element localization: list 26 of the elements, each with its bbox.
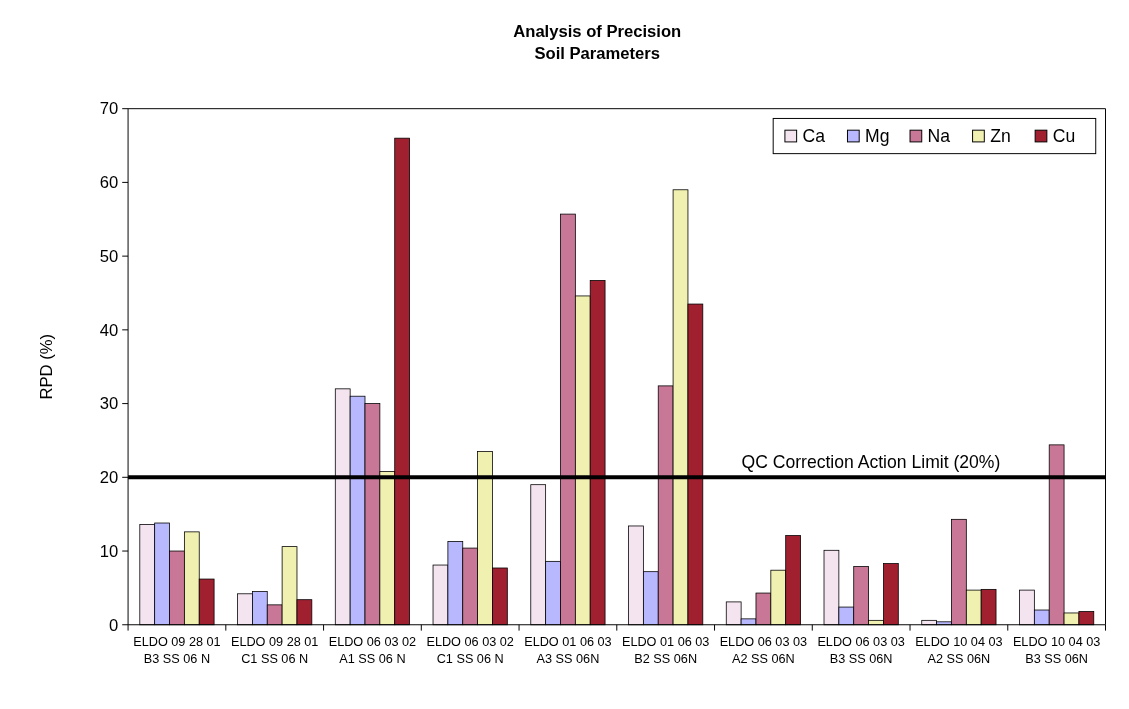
x-tick-label: ELDO 06 03 02 A1 SS 06 N [328, 635, 417, 666]
y-tick-label: 40 [99, 320, 119, 340]
x-tick-label: ELDO 06 03 02 C1 SS 06 N [426, 635, 514, 666]
x-tick-label: ELDO 10 04 03 A2 SS 06N [915, 635, 1003, 666]
legend-label: Cu [1052, 126, 1076, 147]
ref-line-label: QC Correction Action Limit (20%) [741, 451, 1001, 472]
legend-label: Zn [990, 126, 1011, 147]
x-tick-label: ELDO 06 03 03 A2 SS 06N [719, 635, 808, 666]
y-axis-title: RPD (%) [36, 333, 56, 400]
y-tick-label: 0 [109, 615, 119, 635]
x-tick-label: ELDO 10 04 03 B3 SS 06N [1012, 635, 1101, 666]
y-tick-label: 30 [99, 394, 119, 414]
legend-label: Na [927, 126, 951, 147]
y-tick-label: 20 [99, 468, 119, 488]
y-tick-label: 50 [99, 246, 119, 266]
x-tick-label: ELDO 09 28 01 C1 SS 06 N [230, 635, 319, 666]
x-tick-label: ELDO 01 06 03 B2 SS 06N [621, 635, 710, 666]
x-tick-label: ELDO 06 03 03 B3 SS 06N [817, 635, 905, 666]
chart-title: Analysis of Precision Soil Parameters [513, 22, 682, 63]
y-tick-label: 70 [99, 99, 119, 119]
legend-label: Mg [865, 126, 890, 147]
x-tick-label: ELDO 09 28 01 B3 SS 06 N [133, 635, 221, 666]
x-tick-label: ELDO 01 06 03 A3 SS 06N [524, 635, 612, 666]
legend-label: Ca [802, 126, 826, 147]
y-tick-label: 10 [99, 541, 119, 561]
y-tick-label: 60 [99, 173, 119, 193]
